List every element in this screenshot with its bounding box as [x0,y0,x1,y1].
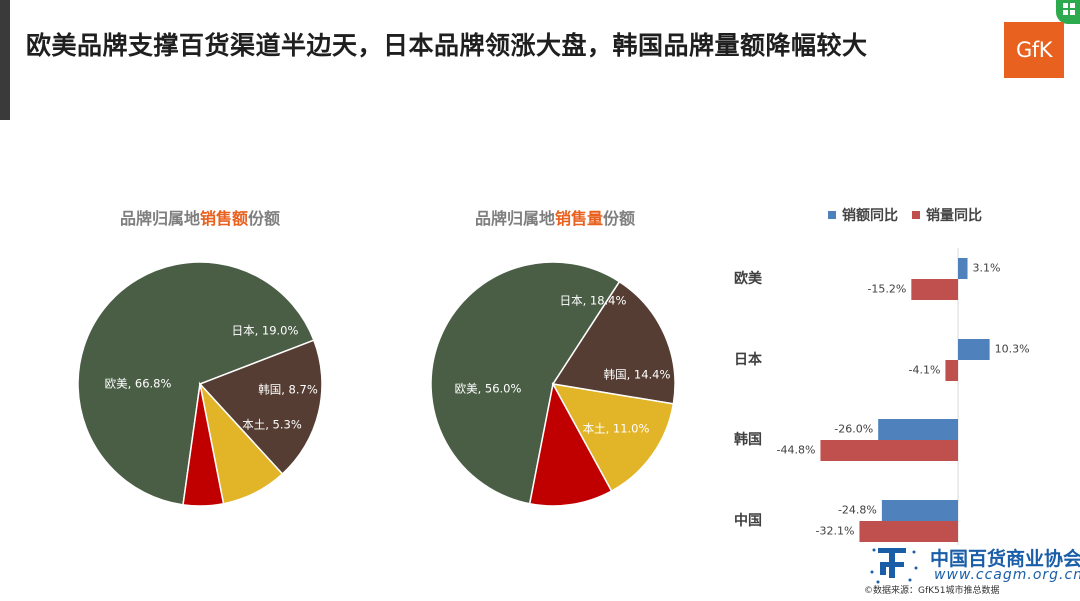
bar-value-label-sales-volume-1: -4.1% [908,364,940,377]
pie1-slice-domestic [182,383,225,507]
gfk-logo-text: GfK [1016,38,1052,62]
bar-sales-volume-2 [820,440,958,461]
pie1-label-korea: 韩国, 8.7% [258,383,318,397]
legend-swatch-sales-amount [828,211,836,219]
pie1-slice-europe-us [77,261,315,506]
pie1-label-japan: 日本, 19.0% [232,324,299,338]
data-source-note: ©数据来源：GfK51城市推总数据 [864,586,1000,596]
pie2-label-korea: 韩国, 14.4% [604,368,671,382]
bar-value-label-sales-volume-2: -44.8% [777,444,816,457]
page-title: 欧美品牌支撑百货渠道半边天，日本品牌领涨大盘，韩国品牌量额降幅较大 [26,31,868,60]
bar-category-label-2: 韩国 [734,431,762,448]
bar-sales-amount-3 [881,500,958,521]
bar-legend: 销额同比 销量同比 [828,205,982,225]
pie2-label-japan: 日本, 18.4% [560,294,627,308]
bar-value-label-sales-amount-1: 10.3% [995,343,1030,356]
bar-sales-amount-2 [878,419,958,440]
legend-item-sales-volume: 销量同比 [912,205,982,225]
pie1-title: 品牌归属地销售额份额 [50,205,350,229]
grid-app-icon[interactable] [1056,0,1080,24]
legend-label-sales-volume: 销量同比 [926,208,982,224]
pie2-slice-domestic [528,381,613,507]
pie2-label-domestic: 本土, 11.0% [583,422,650,436]
association-name: 中国百货商业协会 [930,548,1080,570]
bar-value-label-sales-amount-2: -26.0% [834,423,873,436]
bar-sales-amount-1 [958,339,990,360]
pie2-slice-europe-us [430,261,621,505]
pie2-title: 品牌归属地销售量份额 [405,205,705,229]
bar-sales-volume-1 [945,360,958,381]
bar-sales-volume-3 [859,521,958,542]
pie2-title-highlight: 销售量 [554,209,603,228]
gfk-logo: GfK [1004,22,1064,78]
legend-label-sales-amount: 销额同比 [842,208,898,224]
bar-value-label-sales-amount-0: 3.1% [973,262,1001,275]
left-accent-bar [0,0,10,120]
bar-sales-amount-0 [958,258,968,279]
grid-glyph [1063,3,1075,15]
bar-category-label-3: 中国 [734,512,762,529]
legend-swatch-sales-volume [912,211,920,219]
pie2-title-part1: 品牌归属地 [474,209,555,228]
pie1-label-europe-us: 欧美, 66.8% [105,377,172,391]
association-emblem-icon [870,548,918,584]
pie2-slice-korea [551,383,675,493]
bar-value-label-sales-volume-3: -32.1% [816,525,855,538]
bar-sales-volume-0 [911,279,958,300]
association-logo: 中国百货商业协会 www.ccagm.org.cn [868,542,1080,586]
bar-value-label-sales-amount-3: -24.8% [838,504,877,517]
pie1-slice-japan [198,339,323,476]
pie1-title-part3: 份额 [248,209,281,228]
pie1-label-domestic: 本土, 5.3% [242,418,302,432]
bar-category-label-0: 欧美 [734,270,763,287]
pie2-title-part3: 份额 [603,209,636,228]
pie1-title-highlight: 销售额 [199,209,248,228]
legend-item-sales-amount: 销额同比 [828,205,898,225]
pie1-title-part1: 品牌归属地 [119,209,200,228]
bar-value-label-sales-volume-0: -15.2% [867,283,906,296]
association-url[interactable]: www.ccagm.org.cn [934,567,1080,583]
bar-category-label-1: 日本 [734,351,763,368]
pie2-label-europe-us: 欧美, 56.0% [455,382,522,396]
pie2-slice-japan [551,280,676,405]
